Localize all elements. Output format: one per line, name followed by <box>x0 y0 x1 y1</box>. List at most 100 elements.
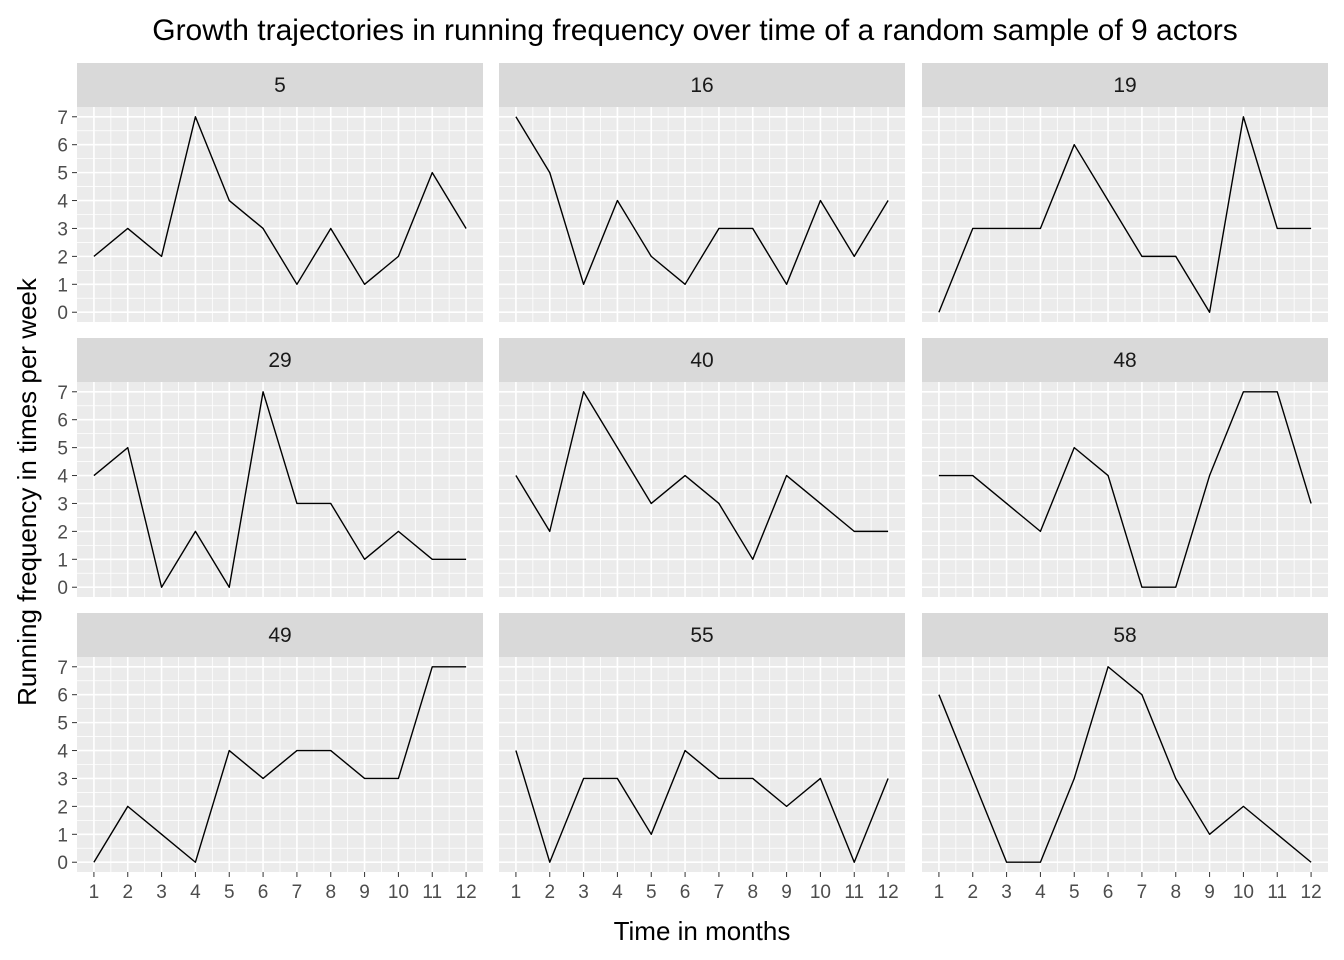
x-tick-label: 2 <box>122 882 133 903</box>
y-tick-label: 4 <box>57 467 68 488</box>
series-line-16 <box>515 116 889 286</box>
facet-panel-55: 551 2 3 4 5 6 7 8 9 10 11 12 <box>499 613 905 903</box>
facet-panel-40: 40 <box>499 338 905 597</box>
y-tick-label: 0 <box>57 853 68 874</box>
x-tick-label: 11 <box>422 882 442 903</box>
x-tick-label: 4 <box>1035 882 1046 903</box>
y-tick-label: 1 <box>57 550 68 571</box>
x-tick-label: 12 <box>1301 882 1322 903</box>
y-tick-label: 6 <box>57 136 68 157</box>
facet-strip-label: 19 <box>1113 74 1136 97</box>
x-tick-label: 1 <box>934 882 945 903</box>
x-tick-label: 3 <box>156 882 167 903</box>
y-tick-label: 4 <box>57 192 68 213</box>
x-tick-label: 2 <box>967 882 978 903</box>
y-tick-label: 3 <box>57 769 68 790</box>
y-tick-label: 2 <box>57 797 68 818</box>
facet-strip <box>499 63 905 107</box>
x-tick-label: 8 <box>747 882 758 903</box>
x-tick-label: 7 <box>714 882 725 903</box>
y-tick-label: 3 <box>57 494 68 515</box>
x-tick-label: 4 <box>612 882 623 903</box>
y-tick-label: 5 <box>57 439 68 460</box>
x-tick-label: 12 <box>878 882 899 903</box>
x-tick-label: 10 <box>810 882 831 903</box>
x-tick-label: 10 <box>1233 882 1254 903</box>
y-tick-label: 7 <box>57 108 68 129</box>
x-tick-label: 9 <box>781 882 792 903</box>
x-tick-label: 3 <box>578 882 589 903</box>
x-tick-label: 6 <box>258 882 269 903</box>
x-tick-label: 12 <box>456 882 477 903</box>
y-tick-label: 4 <box>57 742 68 763</box>
y-tick-label: 0 <box>57 303 68 324</box>
y-tick-label: 3 <box>57 219 68 240</box>
y-tick-label: 5 <box>57 714 68 735</box>
x-tick-label: 7 <box>292 882 303 903</box>
facet-panel-5: 5 0 1 2 3 4 5 6 7 <box>57 63 483 324</box>
x-tick-label: 5 <box>224 882 235 903</box>
y-tick-label: 2 <box>57 247 68 268</box>
series-line-40 <box>515 391 889 561</box>
y-tick-label: 1 <box>57 275 68 296</box>
facet-strip <box>922 63 1328 107</box>
x-tick-label: 11 <box>844 882 864 903</box>
y-tick-label: 7 <box>57 658 68 679</box>
facet-strip-label: 29 <box>268 349 291 372</box>
facet-strip <box>77 338 483 382</box>
x-tick-label: 7 <box>1137 882 1148 903</box>
facet-strip-label: 16 <box>690 74 713 97</box>
y-tick-label: 6 <box>57 411 68 432</box>
series-line-48 <box>938 391 1312 588</box>
facet-panel-29: 29 0 1 2 3 4 5 6 7 <box>57 338 483 599</box>
facet-panel-16: 16 <box>499 63 905 322</box>
series-line-49 <box>93 666 467 863</box>
series-line-58 <box>938 666 1312 863</box>
series-line-55 <box>515 749 889 863</box>
chart-title: Growth trajectories in running frequency… <box>152 14 1238 47</box>
y-axis-title: Running frequency in times per week <box>12 277 42 706</box>
x-tick-label: 10 <box>388 882 409 903</box>
facet-strip <box>922 613 1328 657</box>
series-line-5 <box>93 116 467 286</box>
y-tick-label: 5 <box>57 164 68 185</box>
x-tick-label: 8 <box>1170 882 1181 903</box>
facet-strip <box>77 613 483 657</box>
series-line-19 <box>938 116 1312 313</box>
facet-panel-19: 19 <box>922 63 1328 322</box>
facet-strip <box>922 338 1328 382</box>
facet-panel-48: 48 <box>922 338 1328 597</box>
y-tick-label: 0 <box>57 578 68 599</box>
x-tick-label: 1 <box>89 882 100 903</box>
facet-strip-label: 5 <box>274 74 286 97</box>
x-tick-label: 1 <box>511 882 522 903</box>
facet-strip <box>499 338 905 382</box>
x-tick-label: 6 <box>1103 882 1114 903</box>
facet-strip-label: 55 <box>690 624 713 647</box>
y-tick-label: 7 <box>57 383 68 404</box>
y-tick-label: 6 <box>57 686 68 707</box>
x-tick-label: 9 <box>1204 882 1215 903</box>
x-tick-label: 6 <box>680 882 691 903</box>
x-tick-label: 4 <box>190 882 201 903</box>
y-tick-label: 2 <box>57 522 68 543</box>
x-tick-label: 5 <box>646 882 657 903</box>
x-tick-label: 2 <box>544 882 555 903</box>
facet-strip-label: 40 <box>690 349 713 372</box>
x-tick-label: 9 <box>359 882 370 903</box>
series-line-29 <box>93 391 467 588</box>
facet-strip-label: 58 <box>1113 624 1136 647</box>
facet-strip <box>77 63 483 107</box>
facet-strip <box>499 613 905 657</box>
x-tick-label: 5 <box>1069 882 1080 903</box>
facet-strip-label: 48 <box>1113 349 1136 372</box>
x-tick-label: 11 <box>1267 882 1287 903</box>
facet-panel-58: 581 2 3 4 5 6 7 8 9 10 11 12 <box>922 613 1328 903</box>
y-tick-label: 1 <box>57 825 68 846</box>
x-axis-title: Time in months <box>614 916 791 946</box>
facet-strip-label: 49 <box>268 624 291 647</box>
x-tick-label: 8 <box>325 882 336 903</box>
